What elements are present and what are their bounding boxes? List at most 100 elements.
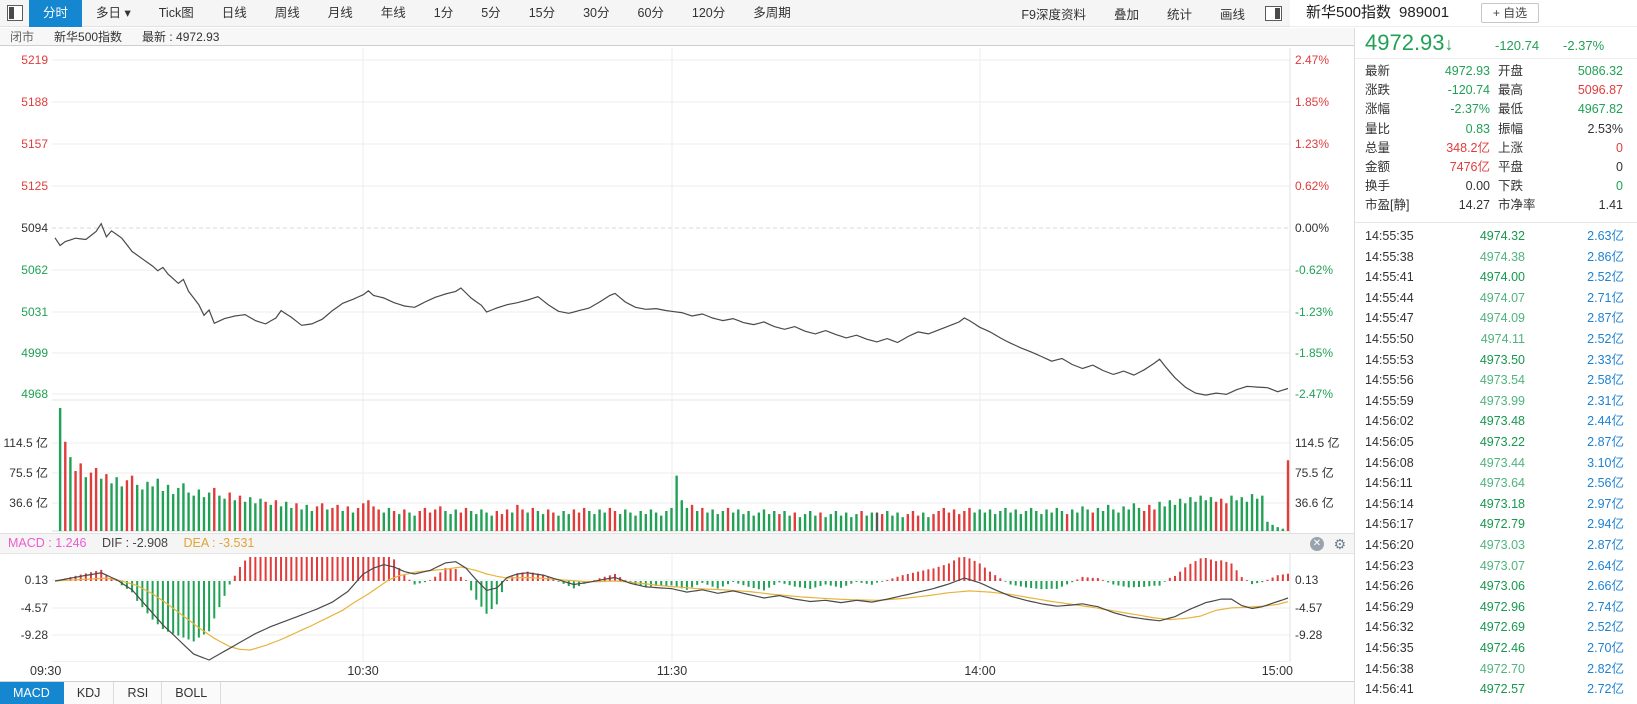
divider — [1355, 58, 1637, 59]
quote-value: 1.41 — [1598, 198, 1623, 213]
quote-label: 上涨 — [1498, 140, 1524, 155]
chart-canvas[interactable] — [0, 46, 1354, 704]
panel-toggle-icon[interactable] — [1265, 5, 1282, 21]
pct-axis-label: -0.62% — [1295, 263, 1334, 277]
quote-value: 2.53% — [1587, 121, 1623, 136]
quote-label: 量比 — [1365, 121, 1391, 136]
tick-row[interactable]: 14:56:23 4973.07 2.64亿 — [1355, 556, 1637, 577]
tab-fenshi[interactable]: 分时 — [29, 0, 83, 27]
quote-row: 量比 0.83 振幅 2.53% — [1355, 120, 1637, 139]
pct-axis-label: 0.00% — [1295, 221, 1330, 235]
tab-month[interactable]: 月线 — [327, 5, 353, 20]
instrument-title: 新华500指数 989001 — [1306, 0, 1449, 26]
toolbar-action-stats[interactable]: 统计 — [1166, 7, 1192, 22]
tick-row[interactable]: 14:56:20 4973.03 2.87亿 — [1355, 535, 1637, 556]
tick-row[interactable]: 14:55:53 4973.50 2.33亿 — [1355, 350, 1637, 371]
price-change-pct: -2.37% — [1563, 38, 1605, 53]
toolbar-action-overlay[interactable]: 叠加 — [1113, 7, 1139, 22]
tab-tick[interactable]: Tick图 — [158, 5, 194, 20]
quote-label: 下跌 — [1498, 179, 1524, 194]
tick-amount: 2.72亿 — [1587, 682, 1624, 697]
pct-axis-label: -2.47% — [1295, 387, 1334, 401]
toolbar-action-f9-depth[interactable]: F9深度资料 — [1021, 7, 1086, 22]
tick-amount: 2.86亿 — [1587, 249, 1624, 264]
tick-price: 4974.09 — [1479, 311, 1525, 326]
tick-amount: 2.94亿 — [1587, 517, 1624, 532]
tab-m60[interactable]: 60分 — [637, 5, 664, 20]
time-axis-label: 10:30 — [347, 664, 379, 678]
quote-value: 348.2亿 — [1446, 140, 1490, 155]
tab-day[interactable]: 日线 — [221, 5, 247, 20]
tick-price: 4973.48 — [1479, 414, 1525, 429]
instrument-code: 989001 — [1399, 4, 1450, 21]
tick-amount: 2.97亿 — [1587, 496, 1624, 511]
indicator-tab-kdj[interactable]: KDJ — [64, 682, 115, 704]
tick-price: 4974.32 — [1479, 229, 1525, 243]
tick-price: 4974.38 — [1479, 249, 1525, 264]
tick-row[interactable]: 14:55:47 4974.09 2.87亿 — [1355, 308, 1637, 329]
tick-row[interactable]: 14:56:02 4973.48 2.44亿 — [1355, 411, 1637, 432]
tab-week[interactable]: 周线 — [274, 5, 300, 20]
tick-row[interactable]: 14:56:08 4973.44 3.10亿 — [1355, 453, 1637, 474]
status-instrument: 新华500指数 — [54, 30, 123, 44]
tick-row[interactable]: 14:56:26 4973.06 2.66亿 — [1355, 576, 1637, 597]
tick-row[interactable]: 14:55:44 4974.07 2.71亿 — [1355, 288, 1637, 309]
quote-value: 0 — [1616, 140, 1623, 155]
status-bar: 闭市 新华500指数 最新 : 4972.93 — [0, 28, 1354, 46]
indicator-settings-gear-icon[interactable]: ⚙ — [1333, 536, 1346, 552]
tick-row[interactable]: 14:56:38 4972.70 2.82亿 — [1355, 659, 1637, 680]
tab-m5[interactable]: 5分 — [481, 5, 501, 20]
tick-row[interactable]: 14:56:14 4973.18 2.97亿 — [1355, 494, 1637, 515]
tab-m15[interactable]: 15分 — [528, 5, 556, 20]
indicator-tab-rsi[interactable]: RSI — [114, 682, 163, 704]
indicator-tab-macd[interactable]: MACD — [0, 682, 64, 704]
tick-row[interactable]: 14:55:35 4974.32 2.63亿 — [1355, 226, 1637, 247]
chart-area: 5219 5188 5157 5125 5094 5062 5031 4999 4968 2.47… — [0, 46, 1354, 704]
tab-m120[interactable]: 120分 — [691, 5, 726, 20]
tick-row[interactable]: 14:56:05 4973.22 2.87亿 — [1355, 432, 1637, 453]
tab-multi[interactable]: 多周期 — [753, 5, 791, 20]
tick-amount: 2.56亿 — [1587, 476, 1624, 491]
tick-row[interactable]: 14:56:11 4973.64 2.56亿 — [1355, 473, 1637, 494]
tick-row[interactable]: 14:56:32 4972.69 2.52亿 — [1355, 617, 1637, 638]
tick-row[interactable]: 14:56:35 4972.46 2.70亿 — [1355, 638, 1637, 659]
tick-row[interactable]: 14:55:38 4974.38 2.86亿 — [1355, 247, 1637, 268]
time-axis-label: 15:00 — [1261, 664, 1293, 678]
tick-price: 4973.64 — [1479, 476, 1525, 491]
tab-m30[interactable]: 30分 — [583, 5, 610, 20]
quote-label: 总量 — [1365, 140, 1391, 155]
tab-m1[interactable]: 1分 — [433, 5, 454, 20]
tick-row[interactable]: 14:55:56 4973.54 2.58亿 — [1355, 370, 1637, 391]
tick-time: 14:55:38 — [1365, 249, 1414, 264]
toolbar-action-draw[interactable]: 画线 — [1219, 7, 1245, 22]
price-axis-label: 5188 — [21, 95, 48, 109]
add-watchlist-button[interactable]: + 自选 — [1481, 3, 1539, 23]
tick-price: 4973.07 — [1479, 558, 1525, 573]
indicator-tab-boll[interactable]: BOLL — [162, 682, 222, 704]
volume-axis-label: 114.5 亿 — [1295, 436, 1340, 450]
close-indicator-icon[interactable]: ✕ — [1310, 537, 1324, 551]
tick-row[interactable]: 14:55:41 4974.00 2.52亿 — [1355, 267, 1637, 288]
tick-row[interactable]: 14:56:17 4972.79 2.94亿 — [1355, 514, 1637, 535]
quote-value: 14.27 — [1458, 198, 1490, 213]
tick-time: 14:55:50 — [1365, 332, 1414, 346]
tick-time: 14:56:29 — [1365, 599, 1414, 614]
tick-row[interactable]: 14:55:59 4973.99 2.31亿 — [1355, 391, 1637, 412]
tick-price: 4972.79 — [1479, 517, 1525, 532]
sidebar-toggle-icon[interactable] — [7, 5, 23, 21]
tab-year[interactable]: 年线 — [380, 5, 406, 20]
tick-time: 14:55:56 — [1365, 373, 1414, 388]
quote-value: 0.83 — [1465, 121, 1490, 136]
tick-row[interactable]: 14:56:41 4972.57 2.72亿 — [1355, 679, 1637, 700]
tick-row[interactable]: 14:56:29 4972.96 2.74亿 — [1355, 597, 1637, 618]
tick-price: 4973.54 — [1479, 373, 1525, 388]
tick-time: 14:56:20 — [1365, 538, 1414, 552]
tick-row[interactable]: 14:55:50 4974.11 2.52亿 — [1355, 329, 1637, 350]
tick-price: 4974.00 — [1479, 270, 1525, 285]
tick-time: 14:56:17 — [1365, 517, 1414, 532]
tab-duori[interactable]: 多日 ▾ — [96, 5, 131, 20]
tick-time: 14:55:35 — [1365, 229, 1414, 243]
macd-value-label: MACD : 1.246 — [8, 536, 87, 550]
quote-value: 4972.93 — [1444, 64, 1490, 78]
